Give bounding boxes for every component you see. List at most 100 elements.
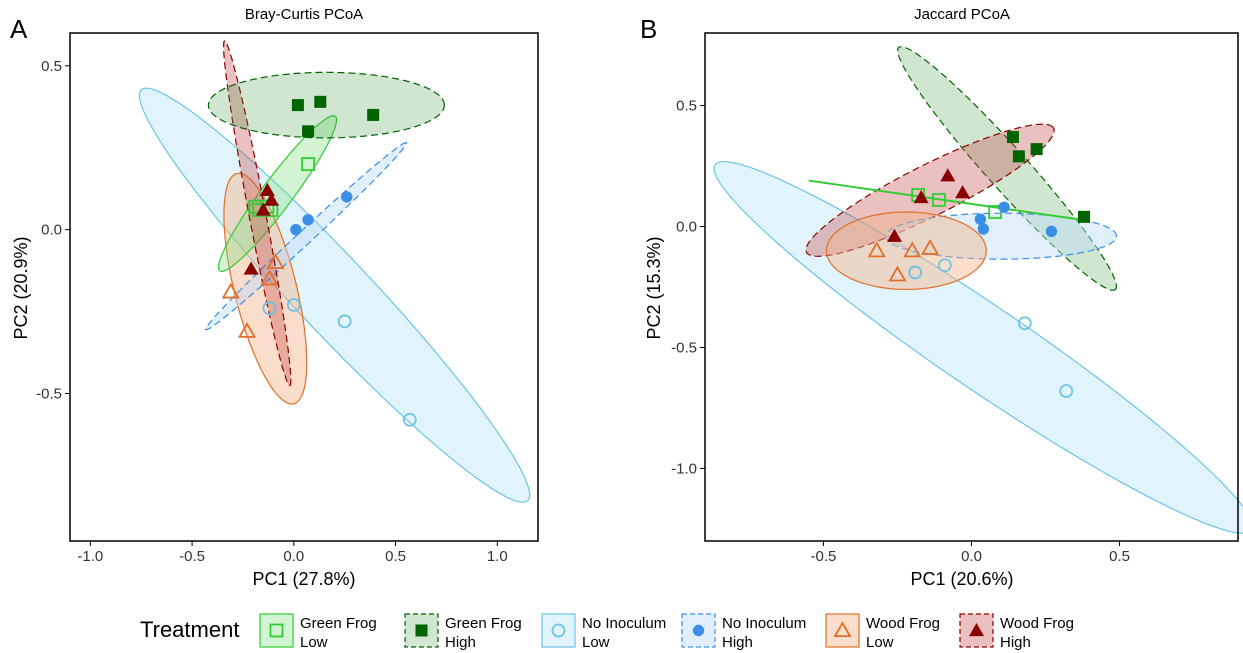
point-wfh xyxy=(255,202,271,216)
legend-label-nih-line1: No Inoculum xyxy=(722,615,806,632)
point-wfh xyxy=(913,189,929,204)
x-tick-label: -0.5 xyxy=(811,548,837,565)
legend-label-nil-line2: Low xyxy=(582,634,610,651)
x-tick-label: 0.0 xyxy=(961,548,982,565)
legend-key-box-nil xyxy=(541,613,576,648)
point-wfl xyxy=(888,265,907,282)
x-ticks-b: -0.5 0.0 0.5 xyxy=(811,541,1130,565)
legend-marker-nil xyxy=(551,623,566,638)
point-wfh xyxy=(263,192,279,206)
legend-marker-gfh xyxy=(415,624,428,637)
y-tick-label: -1.0 xyxy=(671,460,697,477)
point-nih xyxy=(998,201,1010,213)
panel-label-b: B xyxy=(640,14,657,44)
ellipse-nih xyxy=(884,212,1118,260)
legend-label-gfh-line1: Green Frog xyxy=(445,615,522,632)
point-wfh xyxy=(887,228,903,242)
ellipse-wfl xyxy=(825,211,987,291)
x-ticks-a: -1.0 -0.5 0.0 0.5 1.0 xyxy=(77,541,508,565)
point-wfl xyxy=(237,321,257,338)
point-nil xyxy=(402,412,417,427)
x-tick-label: -0.5 xyxy=(179,548,205,565)
legend-label-gfl-line1: Green Frog xyxy=(300,615,377,632)
legend-label-wfh-line2: High xyxy=(1000,634,1031,651)
legend-label-nil-line1: No Inoculum xyxy=(582,615,666,632)
legend-label-wfl-line2: Low xyxy=(866,634,894,651)
points-a xyxy=(221,95,417,427)
point-gfh xyxy=(1012,150,1025,163)
point-wfh xyxy=(940,168,956,182)
point-nih xyxy=(302,214,314,226)
points-b xyxy=(867,131,1091,398)
y-tick-label: -0.5 xyxy=(36,386,62,403)
x-axis-label-a: PC1 (27.8%) xyxy=(252,569,355,589)
legend-label-nih-line2: High xyxy=(722,634,753,651)
ellipses-a xyxy=(138,40,531,503)
legend-label-gfl-line2: Low xyxy=(300,634,328,651)
point-gfl xyxy=(301,157,315,171)
x-tick-label: 0.5 xyxy=(1109,548,1130,565)
y-ticks-b: -1.0 -0.5 0.0 0.5 xyxy=(671,98,705,477)
ellipse-gfh xyxy=(207,71,446,139)
y-axis-label-b: PC2 (15.3%) xyxy=(644,236,664,339)
point-wfh xyxy=(955,185,971,199)
fit-line-b xyxy=(808,179,1079,221)
ellipse-nil xyxy=(138,87,531,503)
point-nil xyxy=(337,314,352,329)
y-tick-label: 0.0 xyxy=(676,219,697,236)
point-wfl xyxy=(221,282,240,299)
point-nil xyxy=(1017,316,1032,331)
legend-key-box-wfl xyxy=(825,613,860,648)
point-wfh xyxy=(259,182,275,196)
legend-label-wfh-line1: Wood Frog xyxy=(1000,615,1074,632)
point-wfh xyxy=(243,261,259,275)
ellipse-nil xyxy=(713,161,1243,534)
y-tick-label: 0.5 xyxy=(676,98,697,115)
point-gfh xyxy=(1006,131,1019,144)
ellipse-wfl xyxy=(223,172,308,405)
point-nil xyxy=(937,258,952,273)
fit-line-gfl xyxy=(808,179,1079,221)
y-ticks-a: -0.5 0.0 0.5 xyxy=(36,58,70,403)
legend-key-box-gfl xyxy=(259,613,294,648)
point-wfl xyxy=(266,253,285,269)
y-tick-label: 0.0 xyxy=(41,222,62,239)
legend-title: Treatment xyxy=(140,617,239,642)
panel-title-a: Bray-Curtis PCoA xyxy=(245,6,363,23)
point-nil xyxy=(262,301,277,316)
point-gfh xyxy=(291,99,304,112)
point-nih xyxy=(974,213,987,225)
point-nil xyxy=(908,265,923,280)
y-axis-label-a: PC2 (20.9%) xyxy=(11,236,31,339)
ellipses-b xyxy=(713,46,1243,534)
point-gfl xyxy=(932,193,946,207)
legend-marker-wfh xyxy=(969,623,984,637)
x-tick-label: 0.5 xyxy=(385,548,406,565)
point-nil xyxy=(1059,384,1074,398)
point-wfl xyxy=(920,238,940,255)
y-tick-label: -0.5 xyxy=(671,339,697,356)
point-gfh xyxy=(1078,210,1091,223)
point-wfl xyxy=(903,241,922,258)
point-nih xyxy=(290,223,302,236)
legend-marker-nih xyxy=(692,624,705,637)
legend-marker-gfl xyxy=(269,623,284,638)
legend: Treatment Green Frog Low Green Frog High No … xyxy=(140,613,1074,651)
point-gfh xyxy=(367,108,380,121)
x-tick-label: 1.0 xyxy=(487,548,508,565)
point-nih xyxy=(341,191,353,203)
plot-frame-a xyxy=(69,32,539,542)
panel-title-b: Jaccard PCoA xyxy=(914,6,1010,23)
point-nil xyxy=(286,298,301,312)
point-gfh xyxy=(302,125,315,138)
ellipse-nih xyxy=(205,141,408,331)
legend-marker-wfl xyxy=(833,621,852,638)
panel-label-a: A xyxy=(10,14,28,44)
point-gfh xyxy=(314,95,327,108)
panel-b: B Jaccard PCoA PC1 (20.6%) PC2 (15.3%) -… xyxy=(640,6,1243,589)
point-nih xyxy=(1045,225,1058,238)
x-tick-label: -1.0 xyxy=(77,548,103,565)
ellipse-wfh xyxy=(805,123,1055,257)
y-tick-label: 0.5 xyxy=(41,58,62,75)
